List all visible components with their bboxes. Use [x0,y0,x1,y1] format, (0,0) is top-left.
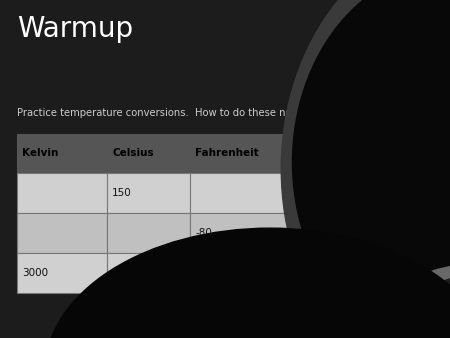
Bar [107,134,190,173]
Text: 3000: 3000 [22,268,48,278]
Bar [17,173,107,213]
Bar [190,173,287,213]
Bar [190,134,287,173]
Text: 150: 150 [112,188,132,198]
Text: -80: -80 [195,228,212,238]
Bar [17,253,107,293]
Bar [190,213,287,253]
Bar [190,253,287,293]
Text: Celsius: Celsius [112,148,154,159]
Text: Kelvin: Kelvin [22,148,58,159]
Bar [17,213,107,253]
Text: Warmup: Warmup [17,15,133,43]
Text: Practice temperature conversions.  How to do these needs to be memorized.: Practice temperature conversions. How to… [17,108,400,118]
Bar [107,173,190,213]
Bar [107,253,190,293]
Bar [107,213,190,253]
Text: Fahrenheit: Fahrenheit [195,148,259,159]
Bar [17,134,107,173]
